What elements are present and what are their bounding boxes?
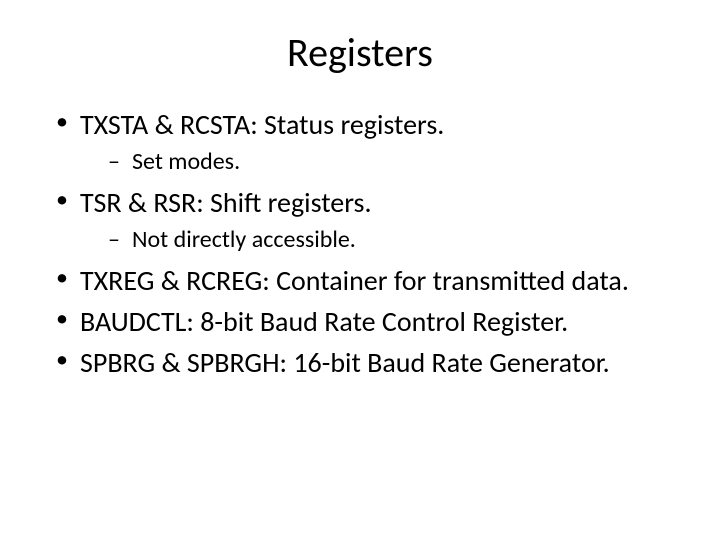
bullet-item: TXSTA & RCSTA: Status registers. Set mod… (50, 107, 670, 177)
sub-bullet-item: Not directly accessible. (108, 224, 670, 255)
bullet-text: TXSTA & RCSTA: Status registers. (80, 107, 444, 142)
sub-bullet-item: Set modes. (108, 146, 670, 177)
bullet-item: BAUDCTL: 8-bit Baud Rate Control Registe… (50, 304, 670, 339)
bullet-item: TXREG & RCREG: Container for transmitted… (50, 263, 670, 298)
bullet-item: SPBRG & SPBRGH: 16-bit Baud Rate Generat… (50, 345, 670, 380)
bullet-list: TXSTA & RCSTA: Status registers. Set mod… (50, 107, 670, 380)
bullet-text: TXREG & RCREG: Container for transmitted… (80, 263, 629, 298)
sub-bullet-text: Set modes. (132, 147, 240, 176)
bullet-item: TSR & RSR: Shift registers. Not directly… (50, 185, 670, 255)
sub-bullet-text: Not directly accessible. (132, 225, 356, 254)
sub-bullet-list: Not directly accessible. (80, 224, 670, 255)
slide: Registers TXSTA & RCSTA: Status register… (0, 0, 720, 540)
bullet-text: BAUDCTL: 8-bit Baud Rate Control Registe… (80, 304, 568, 339)
slide-title: Registers (50, 28, 670, 77)
sub-bullet-list: Set modes. (80, 146, 670, 177)
bullet-text: SPBRG & SPBRGH: 16-bit Baud Rate Generat… (80, 345, 610, 380)
bullet-text: TSR & RSR: Shift registers. (80, 185, 372, 220)
